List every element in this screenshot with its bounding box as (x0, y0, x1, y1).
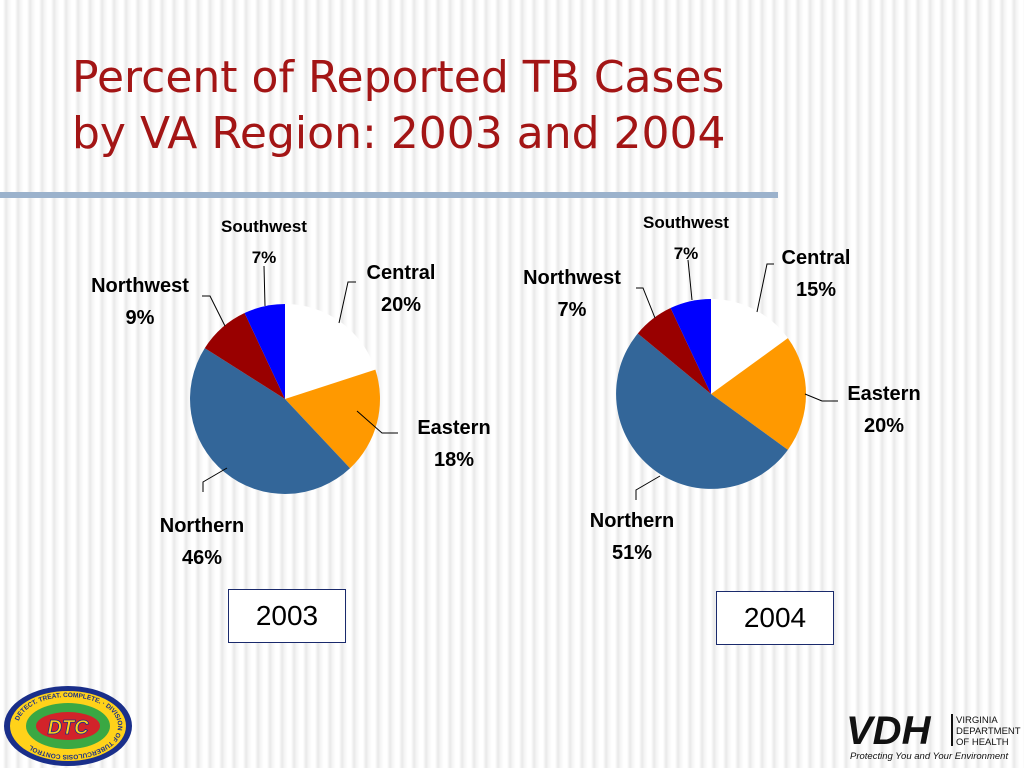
year-label-2004: 2004 (743, 602, 807, 633)
pie-2003-leader-southwest (263, 265, 266, 307)
pie-2004-label-northern: Northern (590, 510, 674, 532)
pie-2003-value-eastern: 18% (434, 449, 474, 471)
year-label-2003: 2003 (255, 600, 319, 631)
pie-2004-leader-eastern (804, 393, 838, 402)
pie-2003-label-central: Central (367, 262, 436, 284)
pie-2004-label-central: Central (782, 247, 851, 269)
pie-2003-value-northern: 46% (182, 547, 222, 569)
pie-2003-value-northwest: 9% (126, 307, 155, 329)
pie-2003-slice-northwest (204, 313, 285, 399)
pie-2004-slice-eastern (711, 338, 807, 450)
pie-2004-slice-southwest (670, 299, 711, 394)
vdh-logo: VDH VIRGINIA DEPARTMENT OF HEALTH Protec… (846, 709, 1021, 762)
pie-2004-value-northwest: 7% (558, 299, 587, 321)
pie-2003-slice-northern (190, 348, 351, 494)
pie-2003-slice-central (285, 304, 376, 399)
pie-2003-leader-central (338, 281, 356, 324)
pie-2003-value-southwest: 7% (252, 248, 277, 267)
pie-2003-slice-southwest (244, 304, 285, 399)
pie-2004-value-northern: 51% (612, 542, 652, 564)
year-box-2003: 2003 (228, 589, 346, 643)
vdh-name-line-1: VIRGINIA (956, 715, 998, 726)
pie-2004-value-eastern: 20% (864, 415, 904, 437)
dtc-logo: DTC DETECT. TREAT. COMPLETE. · DIVISION … (4, 686, 132, 766)
pie-2003-label-northwest: Northwest (91, 275, 189, 297)
title-line-1: Percent of Reported TB Cases (72, 52, 725, 103)
pie-2004-slice-northwest (637, 308, 711, 394)
title-divider (0, 192, 778, 198)
pie-2003-label-eastern: Eastern (417, 417, 490, 439)
year-box-2004: 2004 (716, 591, 834, 645)
pie-2004-leader-northwest (636, 287, 656, 319)
pie-2003-leader-eastern (356, 410, 398, 434)
pie-2003-label-southwest: Southwest (221, 217, 307, 236)
pie-2003-leader-northern (202, 467, 228, 492)
vdh-name-line-3: OF HEALTH (956, 737, 1009, 748)
pie-2004-slice-northern (616, 333, 788, 489)
pie-2004-label-northwest: Northwest (523, 267, 621, 289)
pie-2004-leader-northern (635, 475, 661, 500)
pie-2004-value-southwest: 7% (674, 244, 699, 263)
vdh-name-line-2: DEPARTMENT (956, 726, 1021, 737)
pie-2004-label-southwest: Southwest (643, 213, 729, 232)
title-line-2: by VA Region: 2003 and 2004 (72, 108, 726, 159)
dtc-logo-badge-text: DTC (47, 717, 89, 739)
pie-2003-leader-northwest (202, 295, 226, 327)
pie-2003-value-central: 20% (381, 294, 421, 316)
pie-2004-leader-southwest (687, 259, 693, 301)
pie-2004-label-eastern: Eastern (847, 383, 920, 405)
pie-charts: Central 20% Eastern 18% Northern 46% Northwest… (91, 213, 921, 569)
pie-2004-value-central: 15% (796, 279, 836, 301)
dtc-logo-badge (36, 712, 100, 740)
slide-title: Percent of Reported TB Cases by VA Regio… (72, 50, 972, 162)
pie-2004-slice-central (711, 299, 788, 394)
pie-2003-slice-eastern (285, 369, 380, 469)
pie-2004-leader-central (756, 263, 774, 313)
vdh-tagline: Protecting You and Your Environment (850, 751, 1008, 762)
vdh-logo-mark: VDH (846, 709, 932, 753)
pie-2003-label-northern: Northern (160, 515, 244, 537)
